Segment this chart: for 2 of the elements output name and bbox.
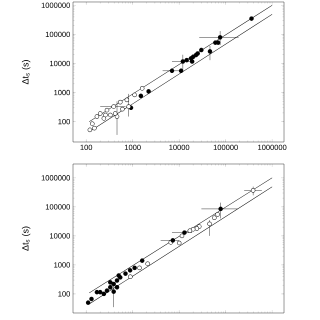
y-axis-title: Δt$_{s}$ (s) [22, 226, 30, 251]
y-axis-title: Δt$_{s}$ (s) [22, 60, 30, 84]
